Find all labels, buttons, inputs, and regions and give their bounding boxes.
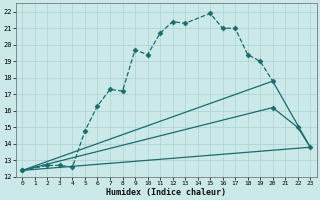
X-axis label: Humidex (Indice chaleur): Humidex (Indice chaleur) — [106, 188, 226, 197]
